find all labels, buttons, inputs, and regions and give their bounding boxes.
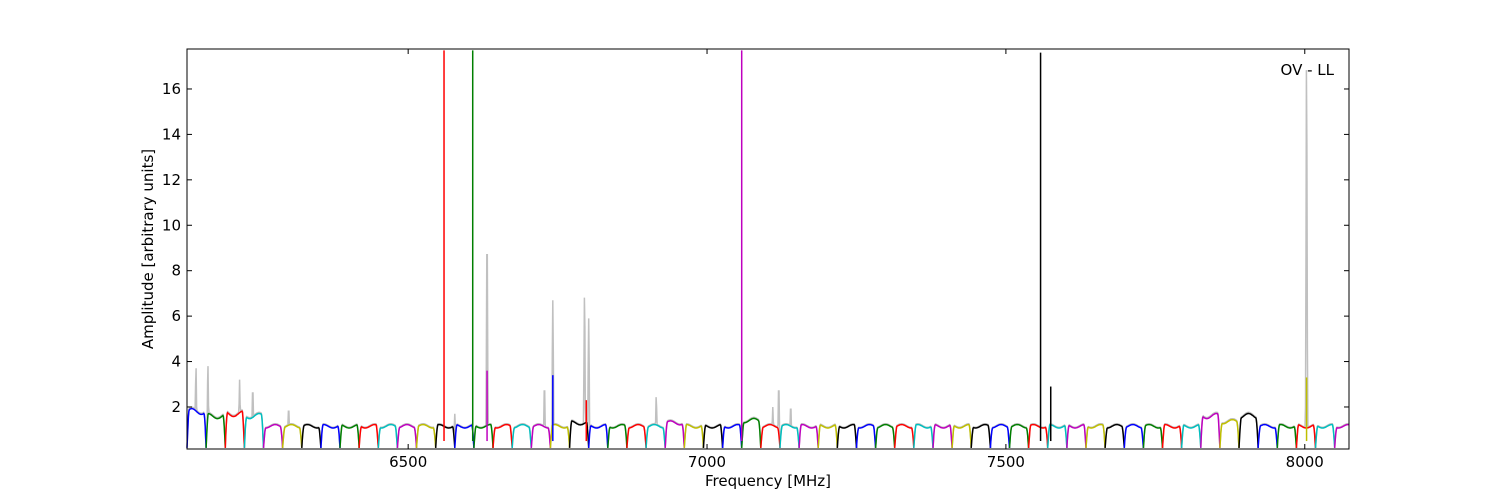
band-trace [243,412,265,448]
band-trace [779,423,800,448]
band-trace [530,423,552,448]
band-trace [970,423,992,448]
band-trace [989,423,1011,448]
band-trace [473,423,494,448]
band-trace [1180,423,1202,448]
band-trace [855,423,877,448]
y-tick-label: 8 [171,262,181,280]
band-trace [1200,412,1221,448]
band-trace [396,423,418,448]
band-trace [1257,423,1279,448]
band-trace [932,423,953,448]
band-trace [1333,423,1349,448]
band-trace [702,423,724,448]
plot-frame [186,48,1350,450]
x-tick-label: 7500 [987,453,1025,471]
band-trace [913,423,934,448]
band-trace [434,423,456,448]
band-trace [1027,423,1049,448]
band-trace [1008,423,1030,448]
band-trace [377,423,399,448]
band-trace [224,410,246,448]
y-axis-label: Amplitude [arbitrary units] [139,149,157,349]
band-trace [683,423,705,448]
band-trace [358,423,380,448]
chart-annotation: OV - LL [1281,61,1335,79]
band-trace [281,423,303,448]
band-trace [205,412,227,448]
band-trace [798,423,819,448]
band-trace [186,407,207,448]
x-axis-label: Frequency [MHz] [705,472,831,490]
band-trace [1219,418,1240,448]
band-trace [645,423,666,448]
band-trace [760,423,781,448]
y-tick-label: 2 [171,398,181,416]
x-tick-label: 8000 [1286,453,1324,471]
band-trace [1276,423,1298,448]
band-trace [568,420,590,448]
plot-traces [186,50,1350,448]
band-trace [607,423,628,448]
band-trace [817,423,839,448]
band-trace [492,423,513,448]
band-trace [1142,423,1164,448]
band-trace [893,423,915,448]
band-trace [320,423,341,448]
band-trace [626,423,647,448]
band-trace [874,423,896,448]
y-tick-label: 4 [171,353,181,371]
band-trace [1066,423,1087,448]
band-trace [339,423,360,448]
band-trace [1104,423,1126,448]
band-trace [511,423,533,448]
band-trace [415,423,437,448]
band-trace [721,423,743,448]
axis-ticks: 6500 7000 7500 8000 2 4 6 8 10 12 14 16 [162,49,1349,471]
band-trace [1238,412,1259,448]
y-tick-label: 14 [162,125,181,143]
band-trace [836,423,858,448]
y-tick-label: 16 [162,80,181,98]
band-trace [951,423,972,448]
band-trace [454,423,475,448]
y-tick-label: 12 [162,171,181,189]
band-trace [1314,423,1336,448]
band-trace [262,423,284,448]
background-trace [186,70,1350,448]
band-trace [664,420,686,448]
x-tick-label: 6500 [389,453,427,471]
band-trace [301,423,322,448]
band-trace [587,423,609,448]
band-trace [740,417,762,448]
y-tick-label: 10 [162,216,181,234]
band-trace [549,423,571,448]
band-trace [1161,423,1183,448]
band-trace [1085,423,1106,448]
band-trace [1123,423,1145,448]
y-tick-label: 6 [171,307,181,325]
x-tick-label: 7000 [688,453,726,471]
